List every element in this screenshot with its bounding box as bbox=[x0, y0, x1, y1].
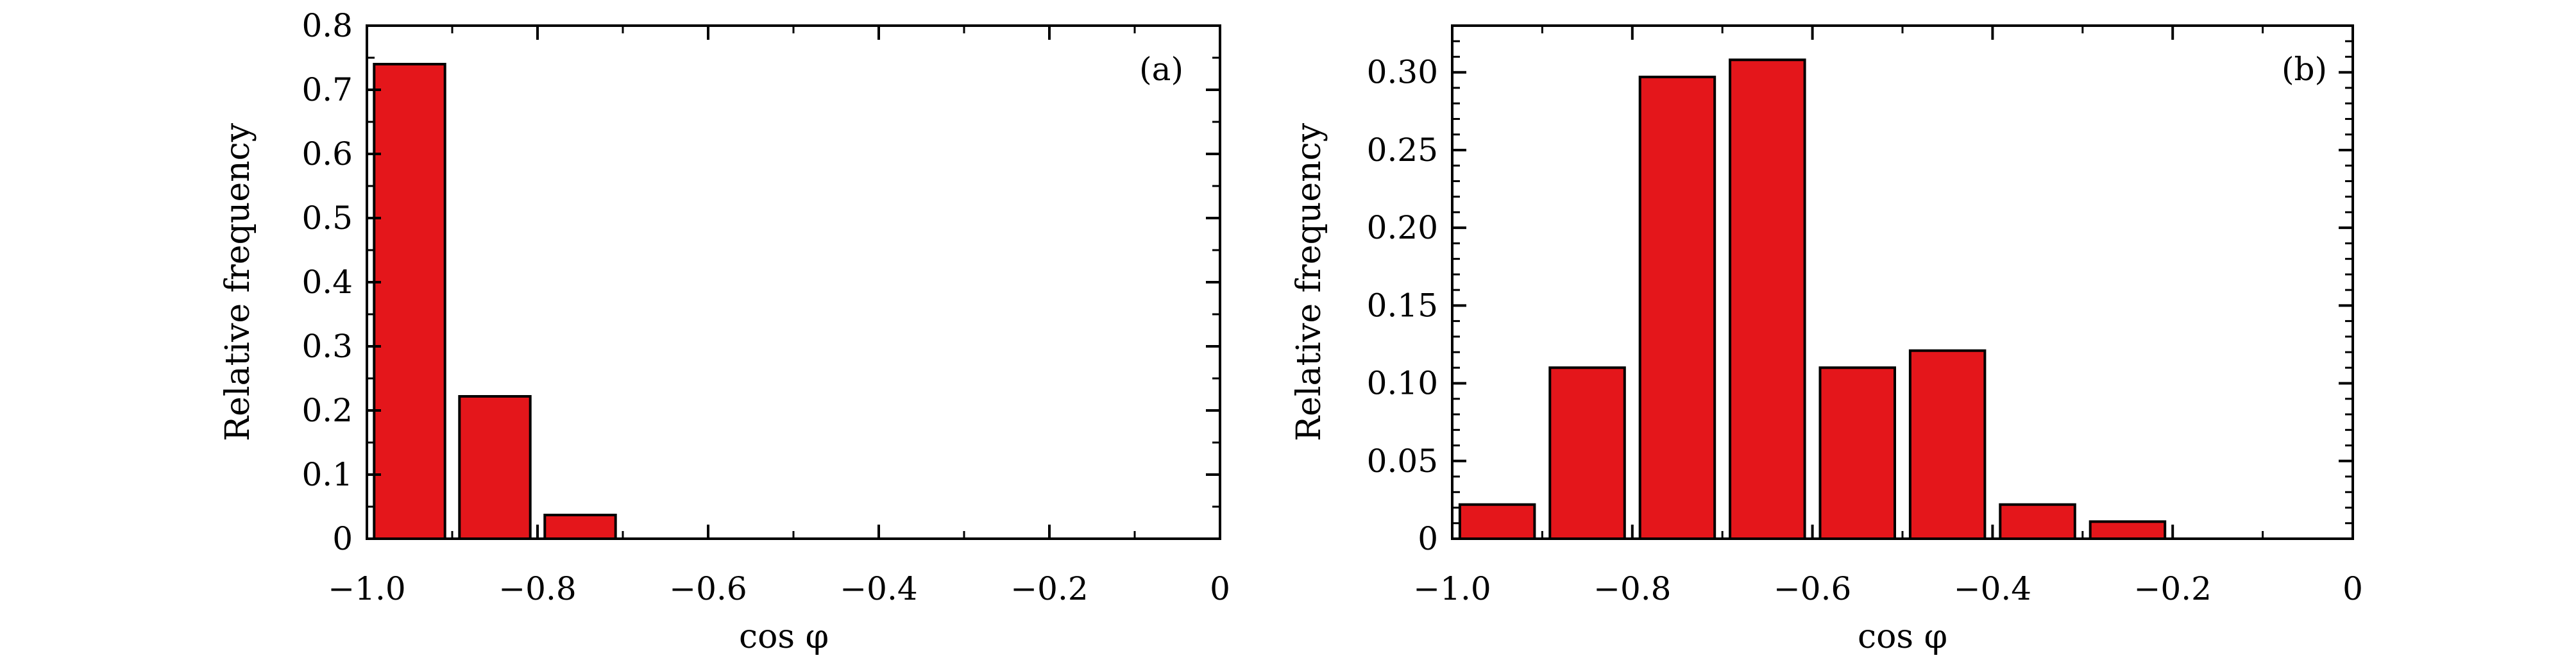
x-tick-label: −0.2 bbox=[2133, 570, 2211, 607]
x-tick-labels: −1.0 −0.8 −0.6 −0.4 −0.2 0 bbox=[328, 570, 1230, 607]
x-tick-label: −0.4 bbox=[1954, 570, 2031, 607]
bar bbox=[1908, 349, 1987, 540]
bar bbox=[1818, 366, 1896, 540]
y-tick-label: 0.6 bbox=[301, 135, 353, 173]
y-tick-label: 0.20 bbox=[1367, 209, 1438, 246]
bar bbox=[458, 395, 532, 540]
x-tick-label: −0.6 bbox=[1774, 570, 1851, 607]
y-tick-label: 0.2 bbox=[301, 392, 353, 429]
x-tick-label: −0.8 bbox=[1593, 570, 1671, 607]
bar bbox=[373, 63, 446, 540]
panel-label: (b) bbox=[2282, 51, 2327, 88]
y-axis-title: Relative frequency bbox=[1290, 122, 1328, 441]
x-tick-label: −0.4 bbox=[840, 570, 917, 607]
y-tick-label: 0.25 bbox=[1367, 131, 1438, 169]
y-tick-labels: 0 0.1 0.2 0.3 0.4 0.5 0.6 0.7 0.8 bbox=[301, 7, 353, 557]
bars bbox=[373, 63, 617, 540]
x-axis-title: cos φ bbox=[1858, 618, 1947, 656]
y-tick-label: 0 bbox=[332, 520, 353, 557]
bars bbox=[1458, 58, 2167, 541]
y-tick-label: 0.8 bbox=[301, 7, 353, 44]
bar bbox=[1548, 366, 1626, 540]
bar bbox=[543, 514, 617, 540]
panel-label: (a) bbox=[1139, 51, 1183, 88]
x-tick-label: −1.0 bbox=[328, 570, 405, 607]
x-tick-label: 0 bbox=[2343, 570, 2363, 607]
bar bbox=[1638, 76, 1716, 540]
y-tick-label: 0.15 bbox=[1367, 287, 1438, 324]
y-tick-labels: 0 0.05 0.10 0.15 0.20 0.25 0.30 bbox=[1367, 54, 1438, 557]
bar bbox=[2089, 520, 2167, 540]
x-tick-label: −0.2 bbox=[1010, 570, 1088, 607]
x-tick-label: −1.0 bbox=[1413, 570, 1491, 607]
y-tick-label: 0.5 bbox=[301, 199, 353, 237]
x-tick-label: −0.6 bbox=[669, 570, 747, 607]
panel-a: −1.0 −0.8 −0.6 −0.4 −0.2 0 0 0.1 0.2 0.3 0.4 0.5 0.… bbox=[219, 7, 1230, 656]
x-tick-label: 0 bbox=[1210, 570, 1230, 607]
bar bbox=[1458, 503, 1536, 541]
y-tick-label: 0.4 bbox=[301, 264, 353, 301]
y-tick-label: 0.30 bbox=[1367, 54, 1438, 91]
y-tick-label: 0.3 bbox=[301, 328, 353, 365]
ticks bbox=[366, 24, 1221, 540]
x-axis-title: cos φ bbox=[739, 618, 829, 656]
bar bbox=[1999, 503, 2076, 541]
y-tick-label: 0.05 bbox=[1367, 443, 1438, 480]
y-tick-label: 0.7 bbox=[301, 71, 353, 108]
y-tick-label: 0.1 bbox=[301, 456, 353, 493]
ticks bbox=[1451, 24, 2354, 540]
x-tick-label: −0.8 bbox=[498, 570, 576, 607]
y-tick-label: 0 bbox=[1418, 520, 1438, 557]
y-tick-label: 0.10 bbox=[1367, 365, 1438, 402]
bar bbox=[1729, 58, 1806, 541]
panel-b: −1.0 −0.8 −0.6 −0.4 −0.2 0 00.050.100.150.200… bbox=[1290, 24, 2363, 656]
y-axis-title: Relative frequency bbox=[219, 122, 257, 441]
x-tick-labels: −1.0 −0.8 −0.6 −0.4 −0.2 0 bbox=[1413, 570, 2363, 607]
